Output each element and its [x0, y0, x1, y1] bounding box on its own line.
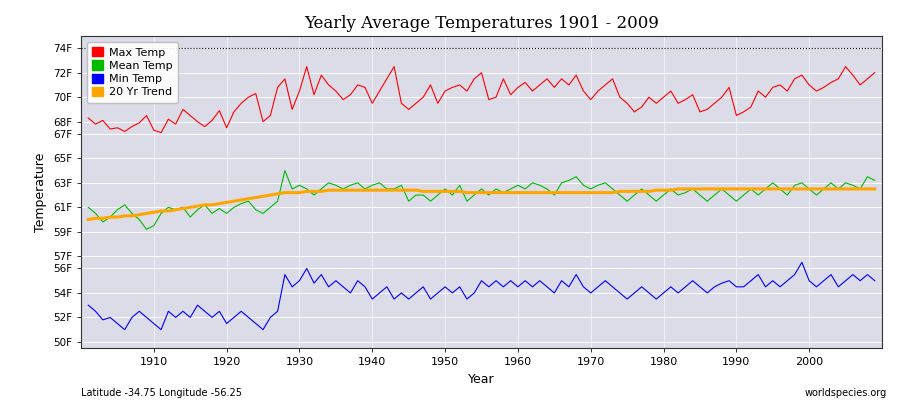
Legend: Max Temp, Mean Temp, Min Temp, 20 Yr Trend: Max Temp, Mean Temp, Min Temp, 20 Yr Tre…	[86, 42, 178, 103]
Y-axis label: Temperature: Temperature	[34, 152, 48, 232]
X-axis label: Year: Year	[468, 372, 495, 386]
Title: Yearly Average Temperatures 1901 - 2009: Yearly Average Temperatures 1901 - 2009	[304, 15, 659, 32]
Text: worldspecies.org: worldspecies.org	[805, 388, 886, 398]
Text: Latitude -34.75 Longitude -56.25: Latitude -34.75 Longitude -56.25	[81, 388, 242, 398]
